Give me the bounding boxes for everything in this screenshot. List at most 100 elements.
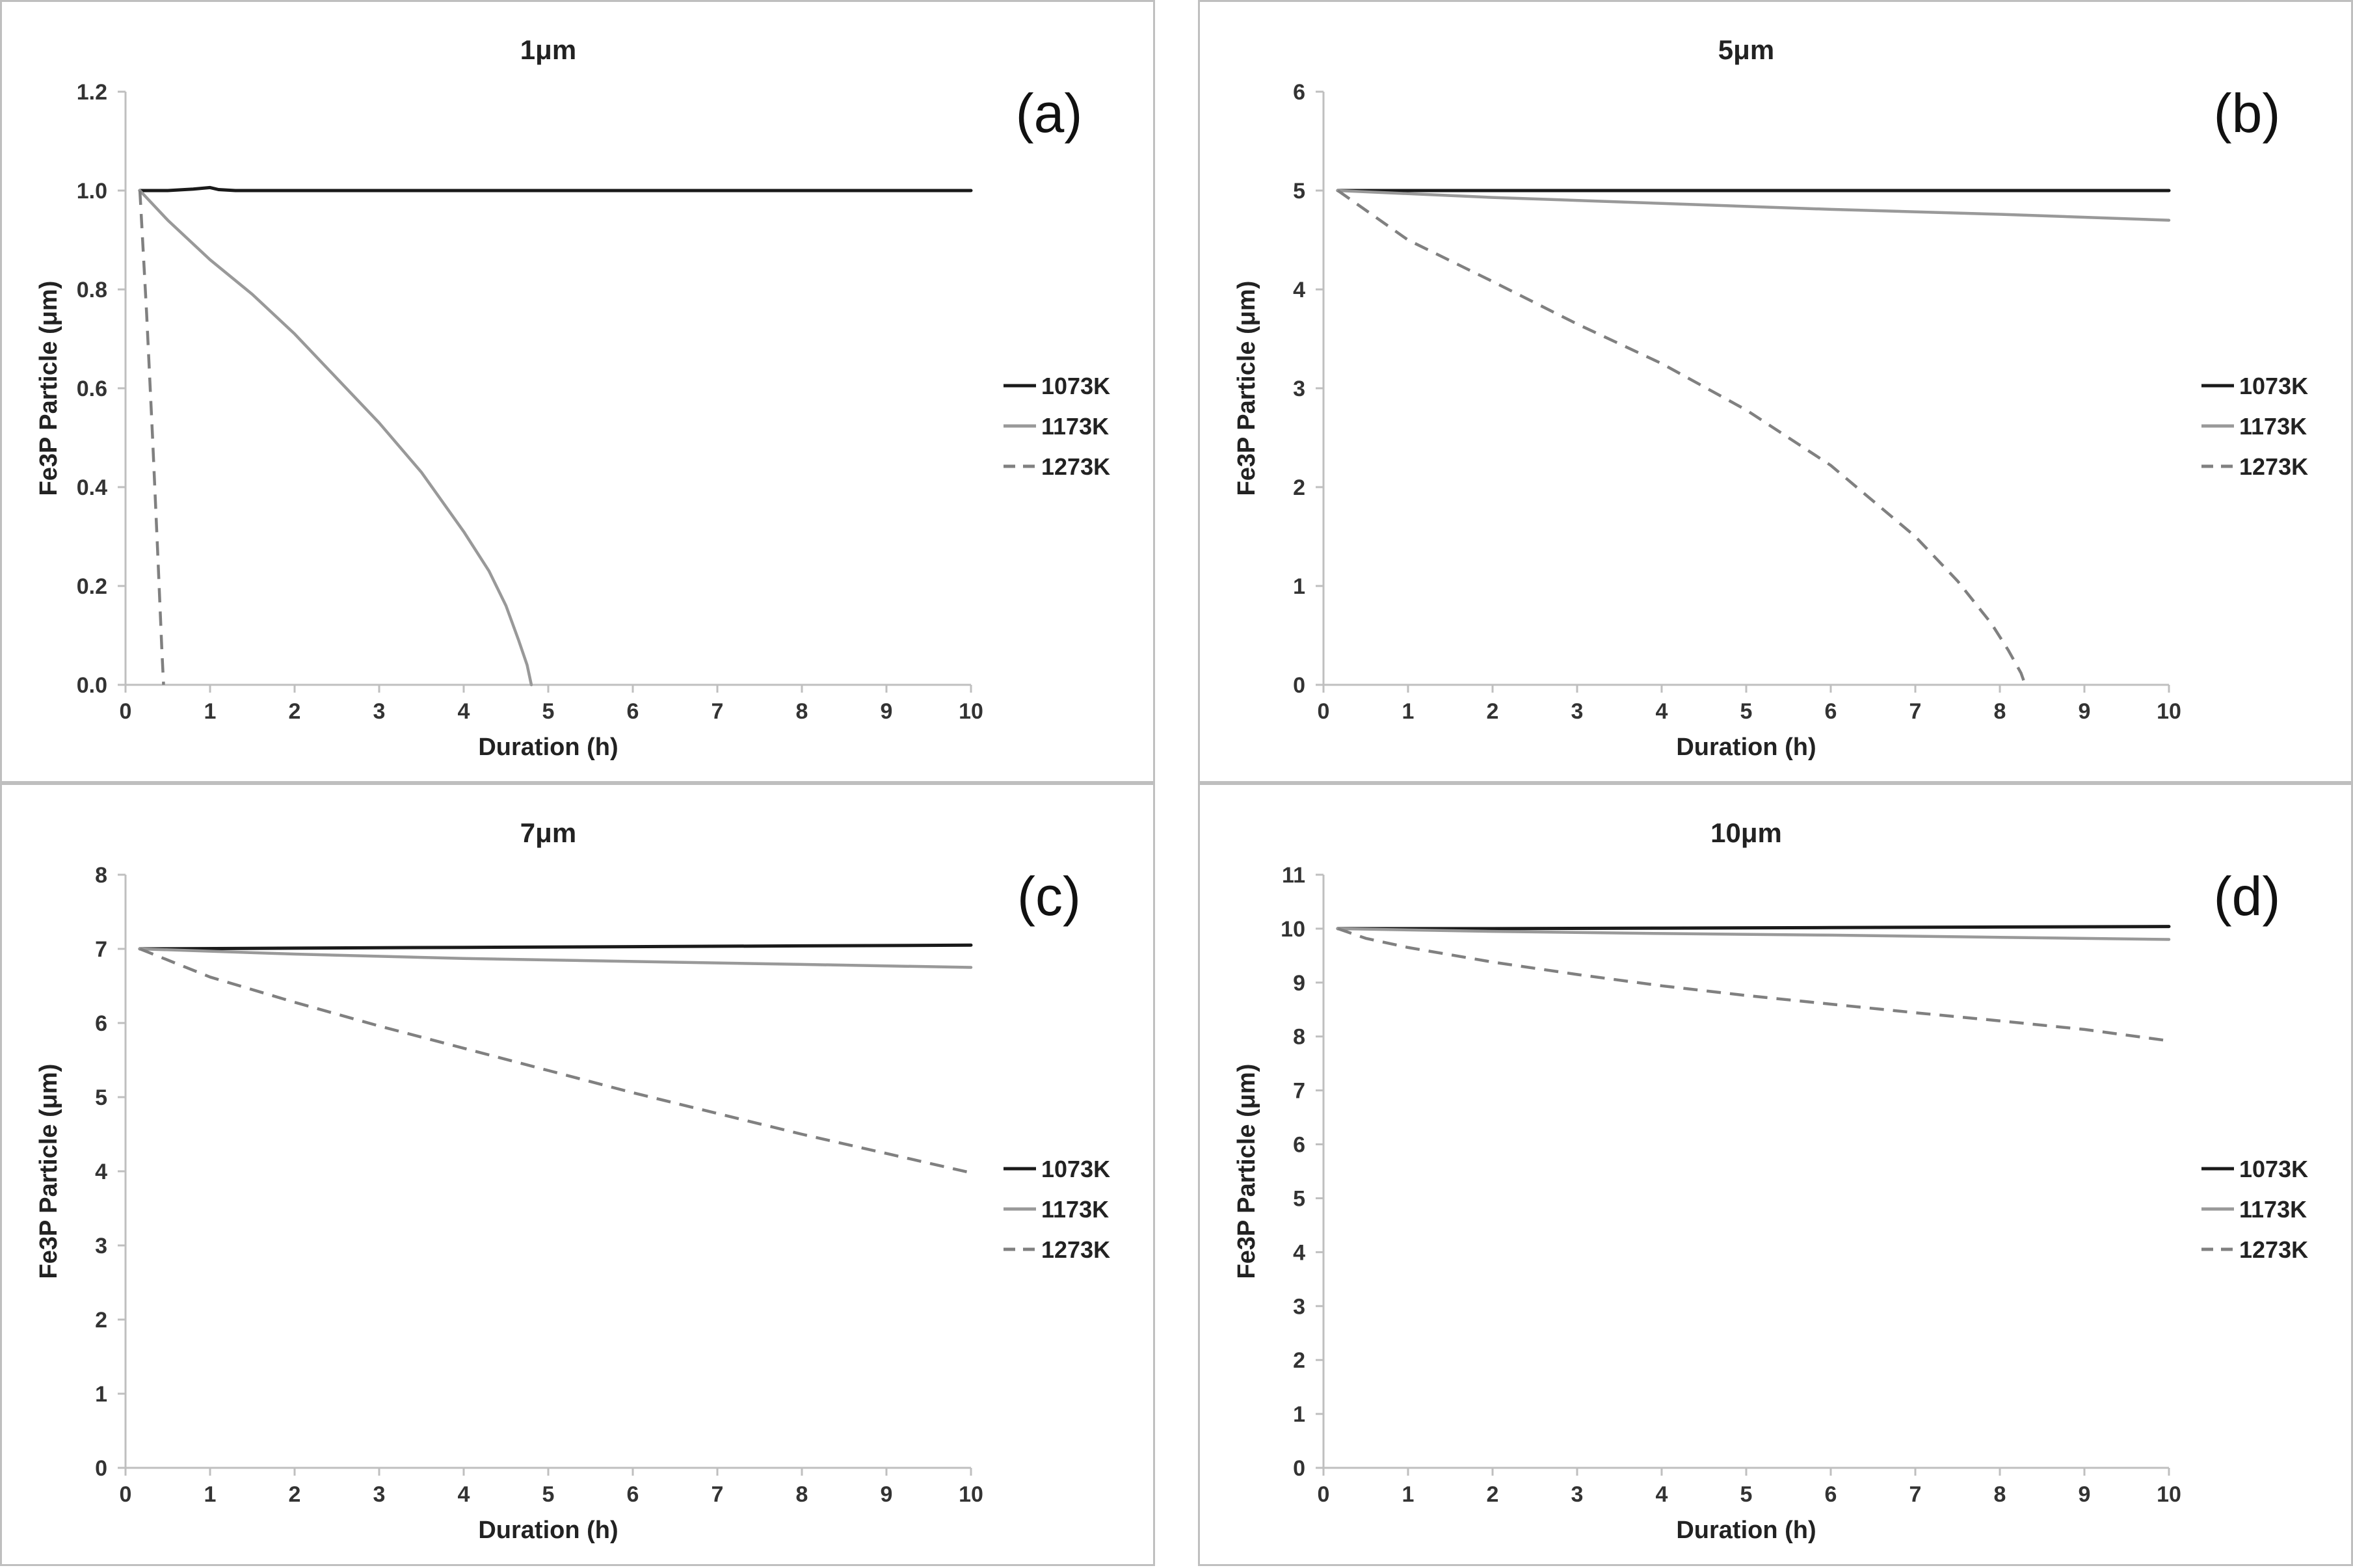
- x-tick-label: 2: [289, 1482, 301, 1507]
- y-axis-label: Fe3P Particle (μm): [1233, 281, 1260, 496]
- x-tick-label: 9: [2079, 699, 2091, 724]
- y-tick-label: 0: [95, 1456, 107, 1481]
- x-tick-label: 3: [1571, 699, 1584, 724]
- chart-d: 10μm (d) 0 1 2 3 4 5 6 7 8 9 10 11 0 1 2 3 4 5 6 7 8 9 10 Duratio…: [1233, 817, 2308, 1544]
- y-tick-label: 2: [1293, 475, 1305, 500]
- panel-a: 1μm (a) 0.0 0.2 0.4 0.6 0.8 1.0 1.2 0 1 2 3 4 5 6 7 8 9 10 D…: [0, 0, 1155, 783]
- x-tick-label: 6: [1825, 1482, 1837, 1507]
- legend-label: 1173K: [2239, 1196, 2307, 1223]
- y-tick-label: 3: [1293, 1294, 1305, 1319]
- legend-label: 1173K: [1041, 1196, 1109, 1223]
- y-tick-label: 0.6: [77, 377, 107, 401]
- x-tick-label: 1: [204, 699, 217, 724]
- x-tick-label: 5: [1740, 699, 1753, 724]
- x-tick-label: 8: [796, 699, 808, 724]
- series-line-1273K: [138, 190, 165, 685]
- legend-label: 1073K: [1041, 373, 1110, 399]
- chart-title: 10μm: [1710, 817, 1782, 848]
- y-tick-label: 0: [1293, 1456, 1305, 1481]
- y-axis-label: Fe3P Particle (μm): [1233, 1064, 1260, 1279]
- chart-b: 5μm (b) 0 1 2 3 4 5 6 0 1 2 3 4 5 6 7 8 9 10 Duration (h) Fe3…: [1233, 34, 2308, 761]
- x-tick-label: 3: [373, 699, 386, 724]
- y-tick-label: 3: [1293, 377, 1305, 401]
- y-tick-label: 0.2: [77, 574, 107, 599]
- legend-label: 1273K: [1041, 453, 1110, 480]
- legend-label: 1173K: [1041, 413, 1109, 440]
- x-tick-label: 0: [1318, 699, 1330, 724]
- legend-label: 1073K: [2239, 1156, 2308, 1182]
- x-tick-label: 7: [1909, 699, 1922, 724]
- x-tick-label: 7: [711, 699, 724, 724]
- y-tick-label: 5: [1293, 1186, 1305, 1211]
- y-axis-label: Fe3P Particle (μm): [35, 281, 62, 496]
- series-line-1273K: [1336, 189, 2027, 685]
- y-tick-label: 7: [95, 937, 107, 962]
- chart-c: 7μm (c) 0 1 2 3 4 5 6 7 8 0 1 2 3 4 5 6 7 8 9 10 Duration (h) F…: [35, 817, 1110, 1544]
- x-tick-label: 6: [1825, 699, 1837, 724]
- series-line-1273K: [139, 947, 972, 1175]
- x-tick-label: 9: [881, 699, 893, 724]
- series-line-1173K: [1336, 927, 2171, 941]
- y-tick-label: 11: [1282, 863, 1305, 888]
- y-tick-label: 4: [95, 1160, 107, 1184]
- x-tick-label: 4: [458, 699, 470, 724]
- legend-label: 1073K: [1041, 1156, 1110, 1182]
- y-tick-label: 6: [95, 1011, 107, 1036]
- legend-label: 1173K: [2239, 413, 2307, 440]
- x-axis-label: Duration (h): [478, 734, 618, 761]
- x-tick-label: 10: [2157, 699, 2181, 724]
- x-tick-label: 9: [2079, 1482, 2091, 1507]
- legend-label: 1273K: [1041, 1236, 1110, 1263]
- series-line-1073K: [138, 943, 973, 951]
- x-tick-label: 5: [542, 699, 555, 724]
- x-tick-label: 4: [1656, 699, 1668, 724]
- panel-d: 10μm (d) 0 1 2 3 4 5 6 7 8 9 10 11 0 1 2 3 4 5 6 7 8 9 10 Duratio…: [1198, 783, 2353, 1566]
- chart-a: 1μm (a) 0.0 0.2 0.4 0.6 0.8 1.0 1.2 0 1 2 3 4 5 6 7 8 9 10 D…: [35, 34, 1110, 761]
- y-tick-label: 0.4: [77, 475, 107, 500]
- y-tick-label: 4: [1293, 1240, 1305, 1265]
- x-axis-label: Duration (h): [1676, 734, 1816, 761]
- panel-letter: (c): [1017, 866, 1081, 927]
- y-tick-label: 3: [95, 1234, 107, 1258]
- y-tick-label: 0.0: [77, 673, 107, 698]
- x-tick-label: 4: [1656, 1482, 1668, 1507]
- legend-label: 1273K: [2239, 453, 2308, 480]
- y-tick-label: 1.2: [77, 80, 107, 105]
- series-line-1173K: [138, 189, 533, 687]
- x-tick-label: 9: [881, 1482, 893, 1507]
- x-tick-label: 0: [120, 699, 132, 724]
- x-tick-label: 2: [1487, 699, 1499, 724]
- chart-title: 1μm: [520, 34, 576, 65]
- x-tick-label: 3: [1571, 1482, 1584, 1507]
- panel-b: 5μm (b) 0 1 2 3 4 5 6 0 1 2 3 4 5 6 7 8 9 10 Duration (h) Fe3…: [1198, 0, 2353, 783]
- y-tick-label: 1.0: [77, 179, 107, 204]
- series-line-1073K: [138, 185, 973, 193]
- x-tick-label: 5: [1740, 1482, 1753, 1507]
- y-tick-label: 6: [1293, 80, 1305, 105]
- chart-title: 7μm: [520, 817, 576, 848]
- x-tick-label: 5: [542, 1482, 555, 1507]
- x-tick-label: 10: [959, 699, 983, 724]
- x-tick-label: 6: [627, 1482, 639, 1507]
- series-line-1173K: [138, 947, 973, 969]
- x-axis-label: Duration (h): [1676, 1517, 1816, 1544]
- y-tick-label: 8: [95, 863, 107, 888]
- panel-c: 7μm (c) 0 1 2 3 4 5 6 7 8 0 1 2 3 4 5 6 7 8 9 10 Duration (h) F…: [0, 783, 1155, 1566]
- y-tick-label: 5: [1293, 179, 1305, 204]
- x-tick-label: 4: [458, 1482, 470, 1507]
- x-axis-label: Duration (h): [478, 1517, 618, 1544]
- y-tick-label: 6: [1293, 1133, 1305, 1158]
- x-tick-label: 8: [1994, 699, 2006, 724]
- x-tick-label: 2: [1487, 1482, 1499, 1507]
- y-tick-label: 10: [1281, 917, 1305, 942]
- x-tick-label: 10: [959, 1482, 983, 1507]
- x-tick-label: 0: [120, 1482, 132, 1507]
- x-tick-label: 7: [1909, 1482, 1922, 1507]
- y-tick-label: 8: [1293, 1025, 1305, 1050]
- y-tick-label: 2: [1293, 1348, 1305, 1373]
- panel-letter: (b): [2214, 83, 2281, 144]
- y-tick-label: 1: [1293, 574, 1305, 599]
- y-tick-label: 7: [1293, 1079, 1305, 1104]
- y-tick-label: 5: [95, 1085, 107, 1110]
- x-tick-label: 1: [1402, 1482, 1415, 1507]
